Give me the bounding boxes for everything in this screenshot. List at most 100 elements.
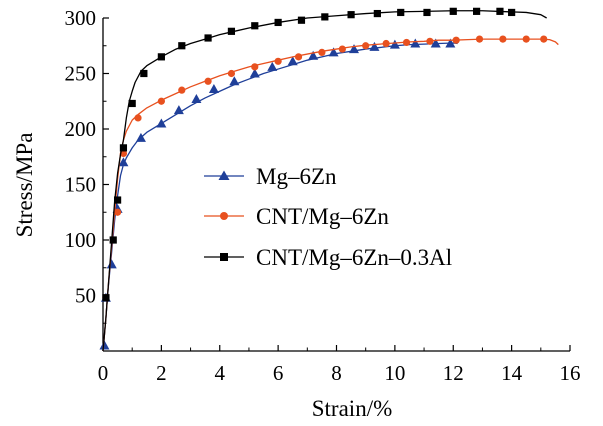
data-point (397, 8, 405, 17)
y-tick-label: 50 (75, 284, 96, 308)
series-0 (99, 38, 458, 352)
legend-item-cnt-mg-6zn-0.3al: CNT/Mg–6Zn–0.3Al (204, 245, 452, 270)
legend-item-mg-6zn: Mg–6Zn (204, 164, 337, 189)
data-point (522, 35, 530, 43)
x-tick-label: 6 (273, 361, 284, 385)
data-point (229, 76, 240, 86)
data-point (347, 11, 355, 19)
data-point (445, 38, 456, 48)
data-point (102, 294, 110, 302)
data-point (251, 22, 259, 30)
data-point (204, 77, 212, 85)
data-point (430, 38, 441, 48)
series-line (102, 42, 458, 352)
data-point (227, 27, 236, 35)
data-point (499, 35, 507, 43)
series-1 (102, 35, 559, 352)
data-point (119, 144, 128, 152)
x-tick-label: 4 (215, 361, 226, 385)
data-point (369, 41, 380, 51)
series-line (102, 38, 559, 352)
data-point (178, 86, 186, 94)
data-point (178, 42, 186, 50)
data-point (287, 56, 298, 66)
legend-marker-circle (220, 212, 228, 220)
data-point (496, 7, 504, 15)
legend-marker-triangle (218, 170, 230, 180)
y-tick-label: 150 (65, 173, 97, 197)
data-point (449, 7, 457, 15)
data-point (328, 47, 339, 57)
series-line (102, 10, 547, 352)
series-2 (102, 7, 547, 352)
x-tick-label: 14 (501, 361, 523, 385)
legend-marker-square (220, 253, 228, 261)
data-point (318, 48, 326, 57)
data-point (118, 157, 129, 167)
data-point (191, 94, 202, 104)
data-point (128, 99, 136, 108)
series-layer (99, 7, 559, 352)
data-point (157, 53, 165, 61)
data-point (294, 53, 303, 61)
data-point (113, 208, 122, 216)
data-point (113, 196, 122, 204)
data-point (99, 340, 110, 350)
plot-frame (102, 18, 570, 352)
data-point (373, 9, 381, 18)
data-point (308, 50, 319, 60)
x-tick-label: 0 (98, 361, 109, 385)
data-point (251, 63, 259, 71)
data-point (362, 42, 370, 50)
data-point (338, 45, 346, 53)
data-point (156, 118, 167, 128)
data-point (508, 8, 516, 17)
data-point (473, 7, 481, 15)
data-point (157, 97, 165, 105)
y-tick-label: 300 (65, 6, 97, 30)
x-axis-ticks: 0 2 4 6 8 10 12 14 16 (98, 345, 581, 385)
data-point (423, 8, 431, 17)
data-point (106, 259, 117, 269)
data-point (227, 69, 236, 78)
x-tick-label: 16 (560, 361, 581, 385)
x-tick-label: 2 (156, 361, 167, 385)
data-point (382, 39, 390, 48)
y-tick-label: 250 (65, 62, 97, 86)
data-point (349, 44, 360, 54)
legend-item-cnt-mg-6zn: CNT/Mg–6Zn (204, 204, 389, 229)
y-axis-label: Stress/MPa (12, 133, 37, 238)
data-point (540, 35, 548, 43)
x-tick-label: 10 (384, 361, 405, 385)
data-point (402, 38, 411, 47)
data-point (249, 68, 260, 78)
y-tick-label: 200 (65, 117, 97, 141)
data-point (267, 61, 278, 71)
data-point (475, 35, 484, 43)
legend-label-mg-6zn: Mg–6Zn (256, 164, 337, 189)
legend-label-cnt-mg-6zn-0.3al: CNT/Mg–6Zn–0.3Al (256, 245, 452, 270)
data-point (109, 236, 117, 244)
data-point (274, 18, 282, 27)
legend: Mg–6Zn CNT/Mg–6Zn CNT/Mg–6Zn–0.3Al (204, 164, 452, 270)
y-tick-label: 100 (65, 228, 97, 252)
data-point (410, 38, 421, 48)
data-point (297, 16, 306, 24)
x-tick-label: 12 (443, 361, 464, 385)
data-point (208, 84, 219, 94)
data-point (389, 39, 400, 49)
data-point (321, 13, 329, 21)
data-point (134, 114, 142, 122)
data-point (204, 34, 212, 42)
data-point (452, 36, 460, 44)
data-point (426, 37, 434, 45)
x-axis-label: Strain/% (312, 396, 393, 421)
y-axis-ticks: 50 100 150 200 250 300 (65, 6, 109, 324)
x-tick-label: 8 (331, 361, 342, 385)
data-point (135, 132, 146, 142)
legend-label-cnt-mg-6zn: CNT/Mg–6Zn (256, 204, 389, 229)
data-point (173, 105, 184, 115)
data-point (140, 69, 148, 78)
data-point (274, 57, 282, 65)
